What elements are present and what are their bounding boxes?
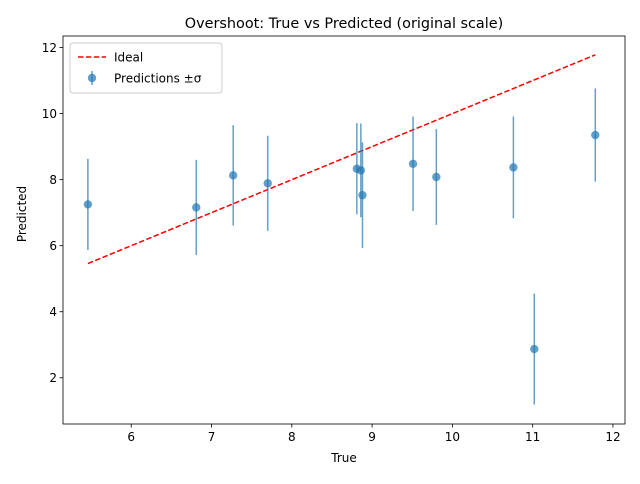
ideal-line [87,54,596,265]
x-tick-label-12: 12 [605,430,620,444]
prediction-11 [530,293,539,405]
prediction-4 [263,135,272,231]
x-tick-label-7: 7 [208,430,216,444]
chart-title: Overshoot: True vs Predicted (original s… [185,16,503,32]
prediction-9 [432,129,441,225]
y-tick-label-8: 8 [49,173,57,187]
prediction-10 [509,116,518,219]
prediction-3 [229,125,238,226]
data-point [229,171,238,180]
y-axis-label: Predicted [15,186,29,242]
data-point [408,159,418,168]
data-point [530,344,539,354]
x-tick-label-11: 11 [525,430,540,444]
y-tick-label-2: 2 [49,371,57,385]
y-tick-label-6: 6 [49,239,57,253]
y-tick-label-4: 4 [49,305,57,319]
axes-frame [62,35,626,425]
y-tick-label-12: 12 [42,41,57,55]
data-point [356,166,366,175]
data-point [83,200,93,209]
plot-area [62,35,626,425]
x-axis-label: True [330,451,357,465]
prediction-1 [83,158,93,250]
x-tick-label-6: 6 [127,430,135,444]
x-tick-label-10: 10 [445,430,460,444]
data-point [432,172,441,182]
prediction-8 [408,116,418,212]
prediction-12 [591,88,600,182]
legend-box [69,42,223,94]
legend: Ideal Predictions ±σ [69,42,223,94]
legend-predictions-marker [87,73,97,83]
data-point [509,163,518,172]
legend-ideal-label: Ideal [114,51,143,65]
data-point [358,190,367,200]
data-point [591,130,600,140]
x-tick-label-9: 9 [368,430,376,444]
data-point [263,179,272,188]
prediction-7 [358,142,367,248]
x-tick-label-8: 8 [288,430,296,444]
prediction-2 [192,159,201,255]
x-axis: 6 7 8 9 10 11 12 [127,424,621,444]
data-point [192,203,201,212]
y-tick-label-10: 10 [42,107,57,121]
legend-predictions-label: Predictions ±σ [114,72,202,86]
y-axis: 2 4 6 8 10 12 [42,41,63,385]
